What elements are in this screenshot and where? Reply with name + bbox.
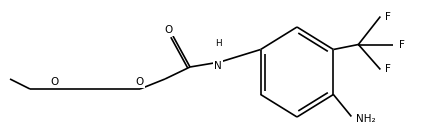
Text: O: O xyxy=(165,25,173,35)
Text: F: F xyxy=(400,40,405,49)
Text: F: F xyxy=(385,12,391,21)
Text: H: H xyxy=(215,40,221,49)
Text: O: O xyxy=(51,77,59,87)
Text: O: O xyxy=(136,77,144,87)
Text: N: N xyxy=(214,61,222,71)
Text: F: F xyxy=(385,64,391,75)
Text: NH₂: NH₂ xyxy=(356,113,375,124)
